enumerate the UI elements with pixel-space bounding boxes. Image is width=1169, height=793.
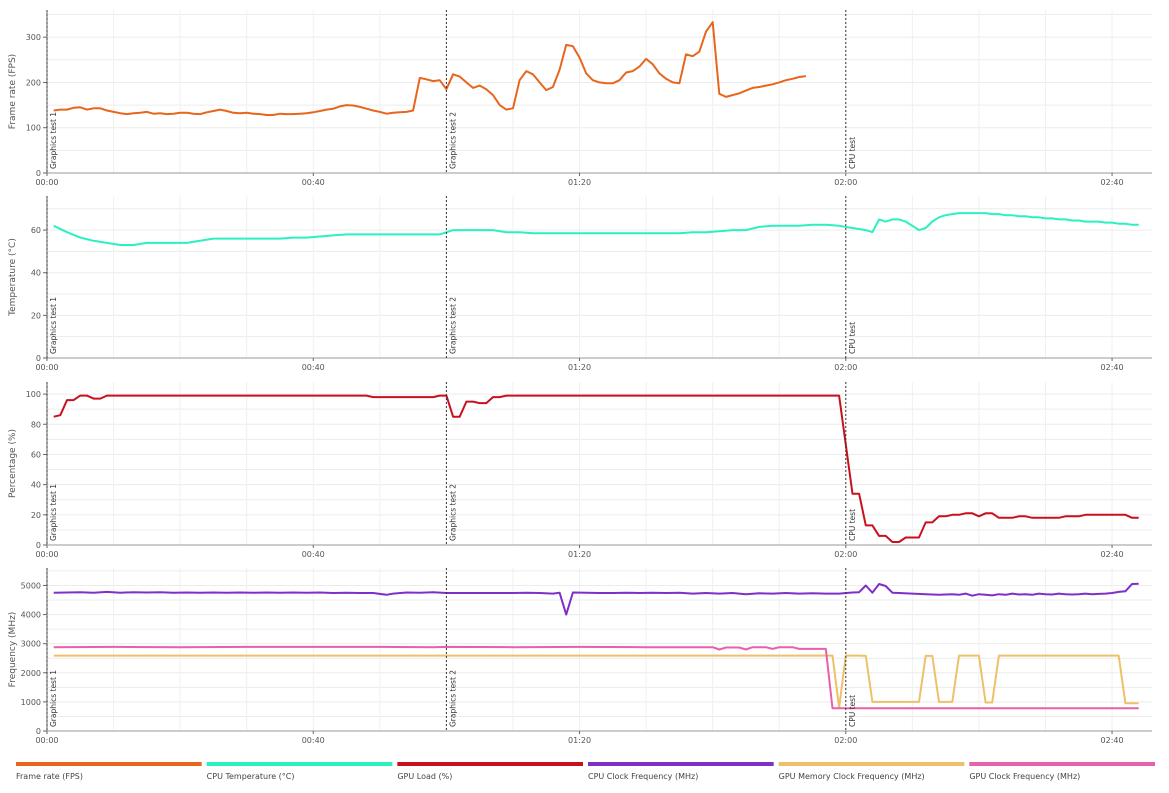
- y-axis-label: Percentage (%): [8, 429, 18, 498]
- x-tick-label: 00:00: [35, 550, 58, 559]
- legend-swatch: [16, 762, 202, 766]
- legend-label: CPU Clock Frequency (MHz): [588, 772, 698, 781]
- x-tick-label: 00:00: [35, 363, 58, 372]
- legend-label: GPU Clock Frequency (MHz): [969, 772, 1080, 781]
- y-tick-label: 5000: [21, 581, 41, 590]
- x-tick-label: 01:20: [568, 550, 591, 559]
- x-tick-label: 01:20: [568, 736, 591, 745]
- y-tick-label: 100: [26, 390, 41, 399]
- y-tick-label: 0: [36, 727, 41, 736]
- x-tick-label: 01:20: [568, 363, 591, 372]
- legend-label: GPU Load (%): [397, 772, 452, 781]
- x-tick-label: 00:00: [35, 178, 58, 187]
- series-line: [53, 394, 1139, 543]
- legend-swatch: [397, 762, 583, 766]
- segment-label: CPU test: [848, 509, 857, 541]
- segment-label: Graphics test 2: [448, 670, 457, 727]
- legend-swatch: [969, 762, 1155, 766]
- x-tick-label: 00:40: [302, 550, 325, 559]
- legend-swatch: [778, 762, 965, 766]
- segment-label: Graphics test 1: [49, 484, 58, 541]
- series-line: [53, 21, 807, 116]
- x-tick-label: 00:40: [302, 736, 325, 745]
- y-tick-label: 60: [31, 450, 41, 459]
- y-tick-label: 200: [26, 78, 41, 87]
- segment-label: Graphics test 1: [49, 670, 58, 727]
- y-tick-label: 3000: [21, 640, 41, 649]
- legend: Frame rate (FPS) CPU Temperature (°C) GPU …: [16, 762, 1155, 781]
- x-tick-label: 00:40: [302, 363, 325, 372]
- x-tick-label: 00:40: [302, 178, 325, 187]
- y-axis-label: Frequency (MHz): [8, 612, 18, 688]
- series-line: [53, 654, 1139, 709]
- y-tick-label: 0: [36, 169, 41, 178]
- x-tick-label: 02:40: [1101, 363, 1124, 372]
- x-tick-label: 00:00: [35, 736, 58, 745]
- legend-label: CPU Temperature (°C): [207, 772, 295, 781]
- y-tick-label: 80: [31, 420, 41, 429]
- y-tick-label: 0: [36, 541, 41, 550]
- y-tick-label: 40: [31, 269, 41, 278]
- x-tick-label: 02:40: [1101, 736, 1124, 745]
- y-tick-label: 0: [36, 354, 41, 363]
- y-axis-label: Frame rate (FPS): [8, 54, 18, 129]
- x-tick-label: 01:20: [568, 178, 591, 187]
- segment-label: Graphics test 2: [448, 297, 457, 354]
- series-line: [53, 582, 1139, 616]
- x-tick-label: 02:00: [834, 363, 857, 372]
- y-tick-label: 60: [31, 226, 41, 235]
- y-tick-label: 300: [26, 33, 41, 42]
- chart-panel-3: 0 20 40 60 80 100 00:00 00:40 01:20 02:00 02:40 Per…: [8, 382, 1152, 559]
- x-tick-label: 02:40: [1101, 550, 1124, 559]
- chart-panel-2: 0 20 40 60 00:00 00:40 01:20 02:00 02:40 Temperat…: [8, 196, 1152, 372]
- x-tick-label: 02:00: [834, 550, 857, 559]
- x-tick-label: 02:00: [834, 178, 857, 187]
- y-axis-label: Temperature (°C): [8, 238, 18, 317]
- segment-label: Graphics test 2: [448, 112, 457, 169]
- segment-label: CPU test: [848, 322, 857, 354]
- legend-swatch: [588, 762, 774, 766]
- legend-label: Frame rate (FPS): [16, 772, 83, 781]
- segment-label: Graphics test 1: [49, 297, 58, 354]
- x-tick-label: 02:00: [834, 736, 857, 745]
- y-tick-label: 100: [26, 124, 41, 133]
- chart-panel-1: 0 100 200 300 00:00 00:40 01:20 02:00 02:40 Frame…: [8, 10, 1152, 187]
- y-tick-label: 4000: [21, 611, 41, 620]
- y-tick-label: 20: [31, 311, 41, 320]
- y-tick-label: 1000: [21, 698, 41, 707]
- y-tick-label: 2000: [21, 669, 41, 678]
- x-tick-label: 02:40: [1101, 178, 1124, 187]
- y-tick-label: 40: [31, 481, 41, 490]
- segment-label: Graphics test 1: [49, 112, 58, 169]
- chart-panel-4: 0 1000 2000 3000 4000 5000 00:00 00:40 01:20 02:0…: [8, 568, 1152, 745]
- legend-swatch: [206, 762, 393, 766]
- series-line: [53, 212, 1139, 246]
- legend-label: GPU Memory Clock Frequency (MHz): [779, 772, 925, 781]
- segment-label: Graphics test 2: [448, 484, 457, 541]
- y-tick-label: 20: [31, 511, 41, 520]
- segment-label: CPU test: [848, 695, 857, 727]
- segment-label: CPU test: [848, 137, 857, 169]
- series-line: [53, 645, 1139, 710]
